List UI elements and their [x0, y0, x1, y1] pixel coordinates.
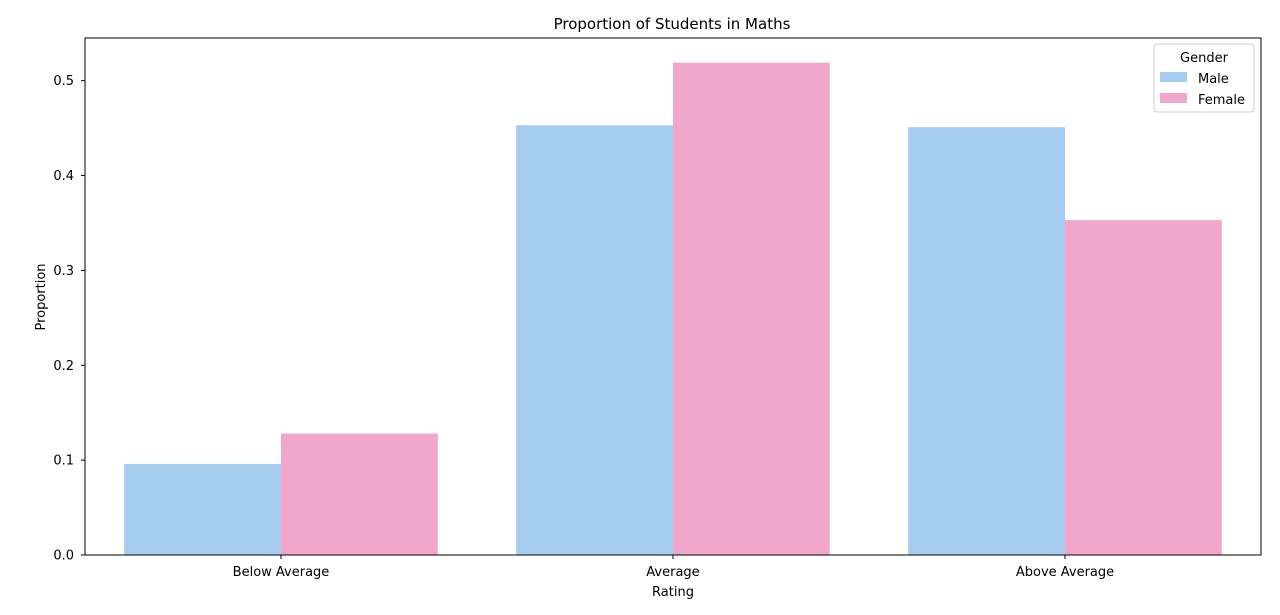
legend-label-female: Female [1198, 93, 1245, 108]
legend-swatch-female [1160, 93, 1187, 103]
y-axis-label: Proportion [34, 263, 49, 330]
x-tick-label: Above Average [1016, 565, 1114, 580]
bar-male-0 [124, 463, 281, 555]
bars-layer [124, 62, 1222, 556]
bar-female-1 [673, 62, 830, 556]
x-axis: Below Average Average Above Average [233, 555, 1114, 580]
x-axis-label: Rating [652, 585, 694, 600]
legend-swatch-male [1160, 72, 1187, 82]
legend: Gender Male Female [1153, 43, 1255, 113]
bar-male-2 [908, 127, 1065, 555]
legend-title: Gender [1180, 51, 1229, 66]
y-axis: 0.0 0.1 0.2 0.3 0.4 0.5 [53, 74, 85, 564]
x-tick-label: Average [646, 565, 699, 580]
chart-title: Proportion of Students in Maths [554, 15, 791, 33]
y-tick-label: 0.5 [53, 74, 74, 89]
bar-female-0 [281, 433, 438, 555]
y-tick-label: 0.3 [53, 264, 74, 279]
y-tick-label: 0.0 [53, 549, 74, 564]
y-tick-label: 0.2 [53, 359, 74, 374]
y-tick-label: 0.4 [53, 169, 74, 184]
x-tick-label: Below Average [233, 565, 330, 580]
bar-male-1 [516, 125, 673, 556]
bar-female-2 [1065, 220, 1222, 555]
legend-label-male: Male [1198, 72, 1229, 87]
y-tick-label: 0.1 [53, 454, 74, 469]
